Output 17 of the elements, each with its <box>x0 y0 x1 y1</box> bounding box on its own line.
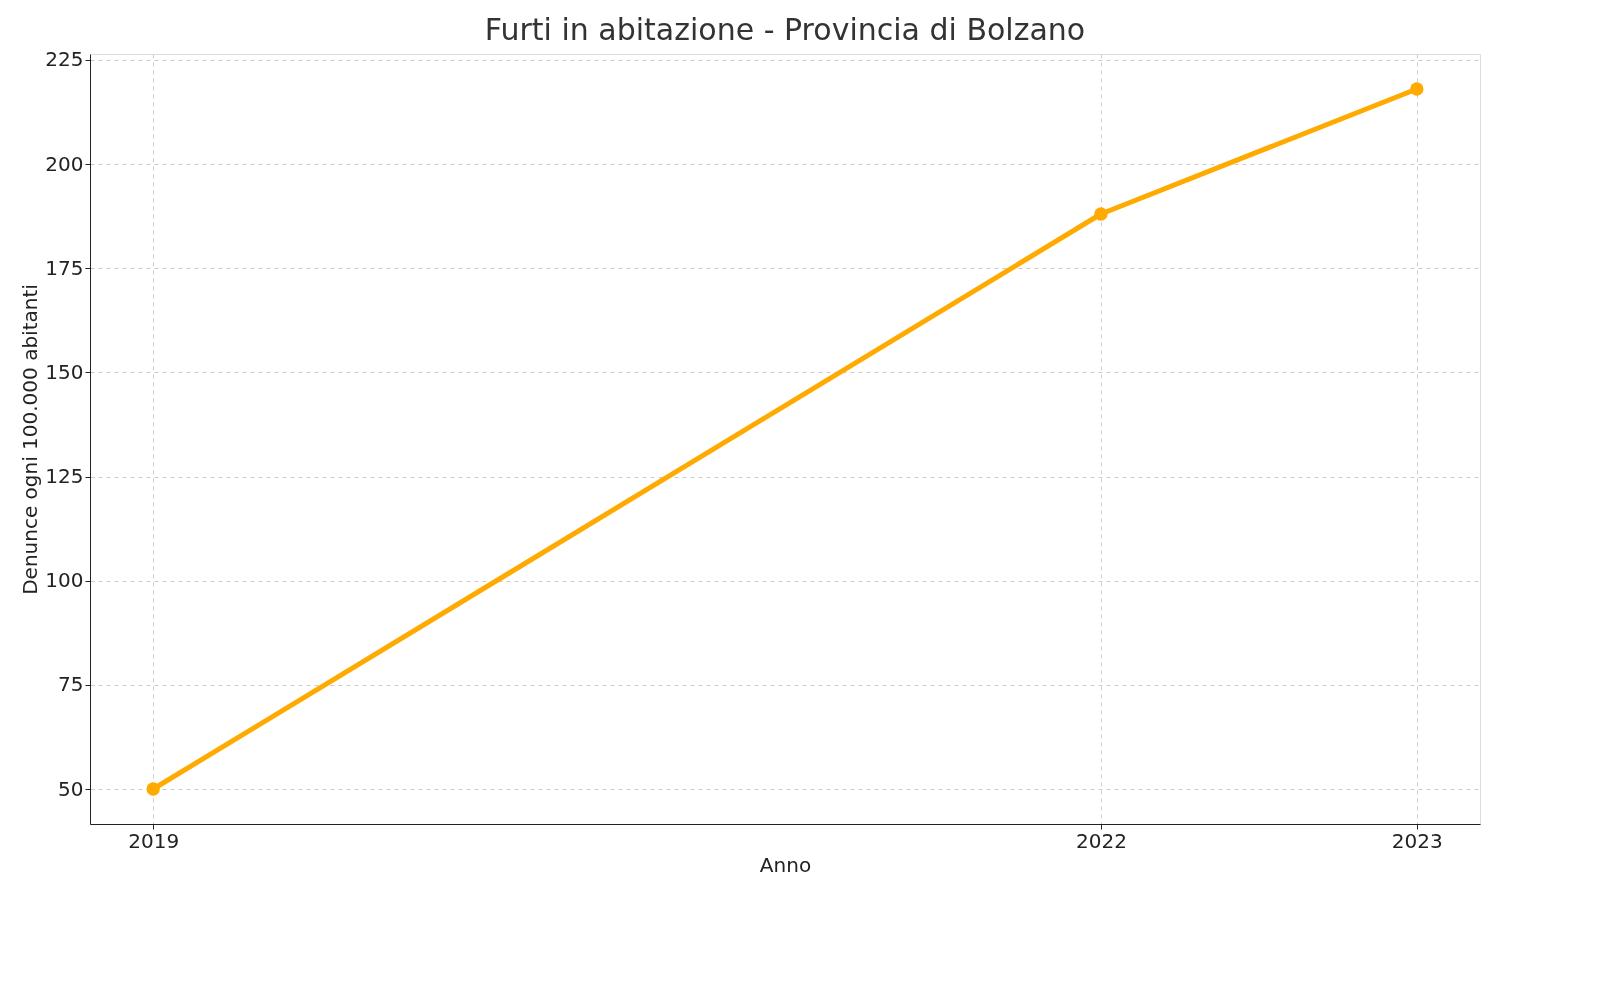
x-axis-title: Anno <box>759 852 812 877</box>
y-tick-label: 200 <box>45 151 84 176</box>
y-tick-label: 100 <box>45 568 84 593</box>
y-tick-label: 50 <box>58 776 84 801</box>
x-tick-label: 2022 <box>1075 828 1127 853</box>
y-tick-label: 75 <box>58 672 84 697</box>
point <box>146 782 160 796</box>
point <box>1410 82 1424 96</box>
point <box>1094 207 1108 221</box>
x-tick-label: 2019 <box>128 828 180 853</box>
x-tick-label: 2023 <box>1391 828 1443 853</box>
y-tick-label: 150 <box>45 359 84 384</box>
y-axis-title: Denunce ogni 100.000 abitanti <box>18 284 43 595</box>
y-tick-label: 125 <box>45 464 84 488</box>
y-tick-label: 225 <box>45 47 84 72</box>
chart-title: Furti in abitazione - Provincia di Bolzano <box>484 11 1086 47</box>
y-tick-label: 175 <box>45 255 84 280</box>
